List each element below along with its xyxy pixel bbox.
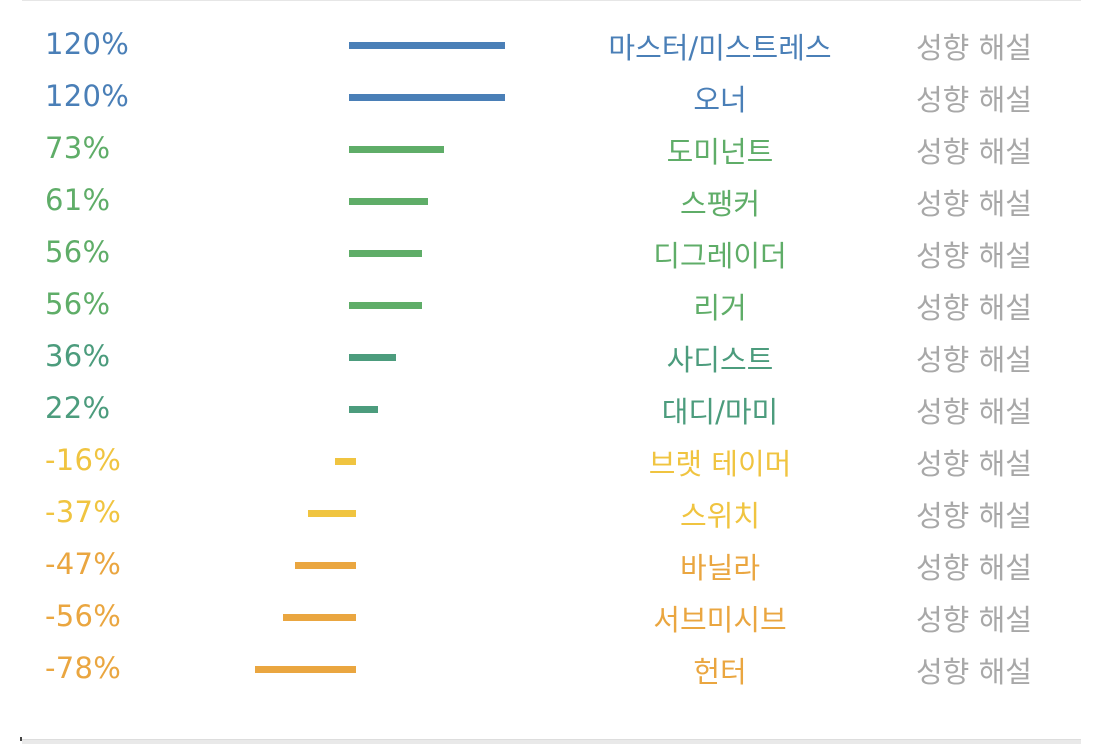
percent-label: 56% <box>45 235 111 269</box>
type-name: 바닐라 <box>679 551 761 585</box>
description-link[interactable]: 성향 해설 <box>916 31 1032 65</box>
percent-label: 73% <box>45 131 111 165</box>
type-name: 마스터/미스트레스 <box>608 31 832 65</box>
description-link[interactable]: 성향 해설 <box>916 83 1032 117</box>
result-row: 120% 마스터/미스트레스 성향 해설 <box>0 20 1097 72</box>
result-row: 22% 대디/마미 성향 해설 <box>0 384 1097 436</box>
percent-label: -47% <box>45 547 122 581</box>
description-link[interactable]: 성향 해설 <box>916 551 1032 585</box>
percent-label: -78% <box>45 651 122 685</box>
result-row: -78% 헌터 성향 해설 <box>0 644 1097 696</box>
result-row: 56% 리거 성향 해설 <box>0 280 1097 332</box>
percent-label: -56% <box>45 599 122 633</box>
result-row: 73% 도미넌트 성향 해설 <box>0 124 1097 176</box>
type-name: 오너 <box>693 83 747 117</box>
type-name: 리거 <box>693 291 747 325</box>
score-bar <box>349 406 378 413</box>
description-link[interactable]: 성향 해설 <box>916 135 1032 169</box>
description-link[interactable]: 성향 해설 <box>916 187 1032 221</box>
description-link[interactable]: 성향 해설 <box>916 499 1032 533</box>
score-bar <box>294 562 356 569</box>
top-divider <box>22 0 1081 1</box>
edge-mark <box>20 737 22 741</box>
percent-label: 120% <box>45 79 130 113</box>
percent-label: -16% <box>45 443 122 477</box>
score-bar <box>254 666 356 673</box>
type-name: 브랫 테이머 <box>648 447 792 481</box>
type-name: 서브미시브 <box>653 603 787 637</box>
result-row: -56% 서브미시브 성향 해설 <box>0 592 1097 644</box>
type-name: 대디/마미 <box>661 395 779 429</box>
result-row: -47% 바닐라 성향 해설 <box>0 540 1097 592</box>
score-bar <box>307 510 356 517</box>
description-link[interactable]: 성향 해설 <box>916 343 1032 377</box>
description-link[interactable]: 성향 해설 <box>916 603 1032 637</box>
score-bar <box>349 354 396 361</box>
result-row: 56% 디그레이더 성향 해설 <box>0 228 1097 280</box>
percent-label: 36% <box>45 339 111 373</box>
percent-label: 22% <box>45 391 111 425</box>
type-name: 도미넌트 <box>666 135 774 169</box>
score-bar <box>335 458 356 465</box>
score-bar <box>349 250 422 257</box>
result-row: 120% 오너 성향 해설 <box>0 72 1097 124</box>
type-name: 헌터 <box>693 655 747 689</box>
result-row: -16% 브랫 테이머 성향 해설 <box>0 436 1097 488</box>
description-link[interactable]: 성향 해설 <box>916 239 1032 273</box>
score-bar <box>349 198 429 205</box>
result-row: 61% 스팽커 성향 해설 <box>0 176 1097 228</box>
result-row: 36% 사디스트 성향 해설 <box>0 332 1097 384</box>
score-bar <box>349 302 422 309</box>
percent-label: 120% <box>45 27 130 61</box>
type-name: 디그레이더 <box>653 239 787 273</box>
score-bar <box>349 42 505 49</box>
score-bar <box>283 614 356 621</box>
type-name: 스위치 <box>679 499 761 533</box>
description-link[interactable]: 성향 해설 <box>916 447 1032 481</box>
type-name: 사디스트 <box>666 343 774 377</box>
result-list: 120% 마스터/미스트레스 성향 해설 120% 오너 성향 해설 73% 도… <box>0 20 1097 696</box>
score-bar <box>349 94 505 101</box>
percent-label: 61% <box>45 183 111 217</box>
description-link[interactable]: 성향 해설 <box>916 291 1032 325</box>
description-link[interactable]: 성향 해설 <box>916 655 1032 689</box>
result-row: -37% 스위치 성향 해설 <box>0 488 1097 540</box>
score-bar <box>349 146 444 153</box>
bottom-divider <box>22 739 1081 744</box>
percent-label: 56% <box>45 287 111 321</box>
description-link[interactable]: 성향 해설 <box>916 395 1032 429</box>
percent-label: -37% <box>45 495 122 529</box>
type-name: 스팽커 <box>679 187 761 221</box>
